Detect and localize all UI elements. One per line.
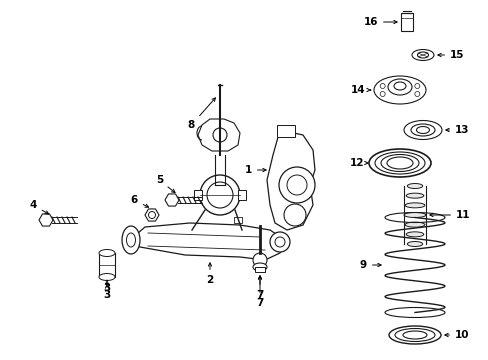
Ellipse shape	[374, 152, 424, 174]
Ellipse shape	[252, 263, 266, 271]
Text: 7: 7	[256, 276, 263, 308]
Text: 8: 8	[187, 98, 215, 130]
Circle shape	[414, 84, 419, 89]
Bar	[254, 267, 264, 272]
Text: 3: 3	[103, 280, 110, 293]
Ellipse shape	[416, 126, 428, 134]
Circle shape	[414, 91, 419, 96]
Text: 15: 15	[437, 50, 464, 60]
Text: 13: 13	[445, 125, 468, 135]
Ellipse shape	[407, 242, 422, 247]
Circle shape	[279, 167, 314, 203]
Text: 12: 12	[349, 158, 367, 168]
Ellipse shape	[411, 49, 433, 60]
Ellipse shape	[388, 326, 440, 344]
Ellipse shape	[404, 203, 424, 208]
Bar	[238, 190, 245, 200]
Circle shape	[148, 212, 155, 219]
Circle shape	[269, 232, 289, 252]
Ellipse shape	[386, 157, 412, 169]
Ellipse shape	[406, 193, 423, 198]
Ellipse shape	[126, 233, 135, 247]
Circle shape	[274, 237, 285, 247]
Ellipse shape	[380, 154, 418, 171]
Text: 6: 6	[130, 195, 148, 207]
Ellipse shape	[404, 222, 424, 227]
Text: 2: 2	[206, 263, 213, 285]
Text: 5: 5	[156, 175, 175, 193]
Polygon shape	[198, 119, 240, 151]
Bar	[400, 13, 412, 31]
Bar	[236, 225, 242, 230]
Ellipse shape	[403, 121, 441, 140]
Text: 10: 10	[444, 330, 468, 340]
Bar	[276, 125, 294, 137]
Bar	[234, 217, 242, 223]
Ellipse shape	[406, 232, 423, 237]
Circle shape	[379, 91, 385, 96]
Ellipse shape	[368, 149, 430, 177]
Ellipse shape	[407, 184, 422, 189]
Circle shape	[252, 253, 266, 267]
Ellipse shape	[387, 79, 411, 95]
Polygon shape	[266, 130, 314, 230]
Circle shape	[200, 175, 240, 215]
Polygon shape	[128, 223, 285, 260]
Ellipse shape	[99, 249, 115, 256]
Circle shape	[286, 175, 306, 195]
Bar	[99, 253, 115, 277]
Ellipse shape	[394, 328, 434, 342]
Ellipse shape	[99, 274, 115, 280]
Ellipse shape	[402, 331, 426, 339]
Circle shape	[379, 84, 385, 89]
Text: 16: 16	[363, 17, 396, 27]
Ellipse shape	[410, 124, 434, 136]
Ellipse shape	[393, 82, 405, 90]
Text: 4: 4	[30, 200, 49, 214]
Text: 7: 7	[256, 276, 263, 300]
Ellipse shape	[122, 226, 140, 254]
Circle shape	[213, 128, 226, 142]
Text: 14: 14	[350, 85, 370, 95]
Circle shape	[284, 204, 305, 226]
Text: 1: 1	[244, 165, 265, 175]
Text: 11: 11	[429, 210, 469, 220]
Ellipse shape	[403, 212, 425, 217]
Ellipse shape	[417, 52, 427, 58]
Bar	[194, 190, 202, 200]
Text: 9: 9	[359, 260, 380, 270]
Text: 3: 3	[103, 284, 110, 300]
Ellipse shape	[373, 76, 425, 104]
Circle shape	[206, 182, 232, 208]
